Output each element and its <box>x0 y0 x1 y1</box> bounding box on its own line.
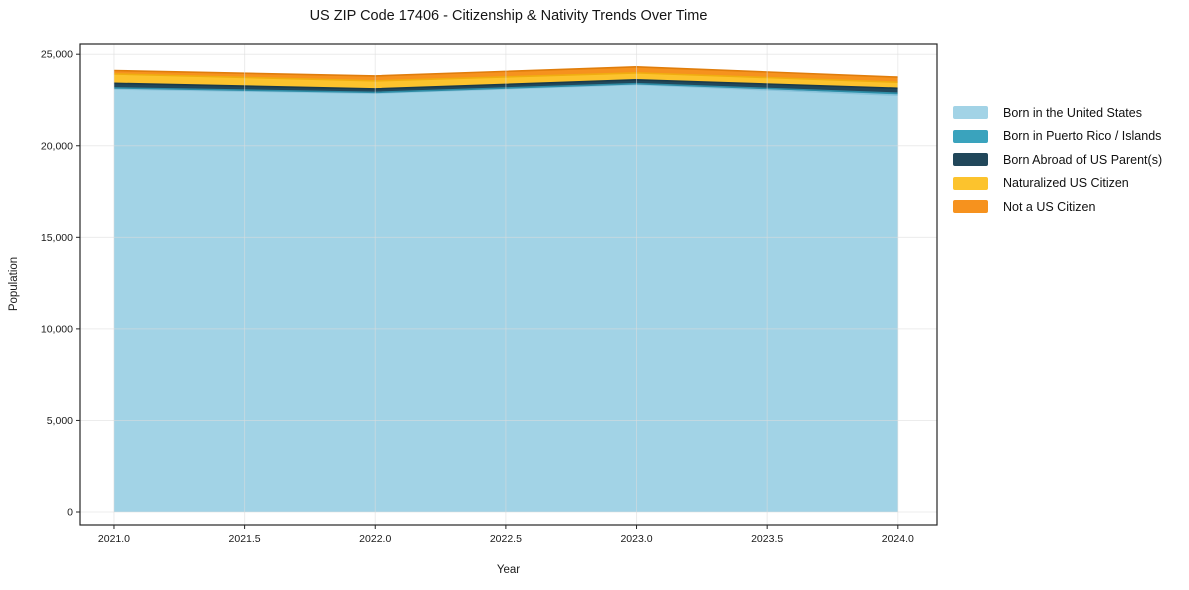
legend-swatch-icon <box>953 176 988 190</box>
x-tick-label: 2022.0 <box>359 533 391 545</box>
legend-label: Born Abroad of US Parent(s) <box>1003 152 1163 167</box>
y-axis-label: Population <box>8 256 20 312</box>
y-tick-label: 25,000 <box>41 49 73 61</box>
legend-swatch-icon <box>953 106 988 119</box>
legend-item-2: Born Abroad of US Parent(s) <box>953 152 1163 167</box>
x-tick-label: 2023.0 <box>620 533 652 545</box>
legend: Born in the United States Born in Puerto … <box>953 106 1162 224</box>
legend-label: Naturalized US Citizen <box>1003 176 1129 190</box>
y-tick-label: 10,000 <box>41 323 73 335</box>
legend-item-4: Not a US Citizen <box>953 199 1162 214</box>
legend-label: Born in Puerto Rico / Islands <box>1003 129 1162 143</box>
legend-swatch-icon <box>953 129 988 143</box>
chart-title: US ZIP Code 17406 - Citizenship & Nativi… <box>309 8 708 24</box>
y-tick-label: 20,000 <box>41 140 73 152</box>
legend-item-1: Born in Puerto Rico / Islands <box>953 129 1162 143</box>
x-tick-label: 2023.5 <box>751 533 783 545</box>
legend-item-3: Naturalized US Citizen <box>953 176 1162 190</box>
plot-border <box>79 43 938 526</box>
legend-label: Not a US Citizen <box>1003 199 1096 214</box>
y-tick-label: 5,000 <box>47 415 73 427</box>
x-tick-label: 2024.0 <box>882 533 914 545</box>
legend-label: Born in the United States <box>1003 105 1142 120</box>
x-tick-label: 2021.5 <box>229 533 261 545</box>
y-tick-label: 15,000 <box>41 232 73 244</box>
y-tick-label: 0 <box>67 507 73 519</box>
legend-swatch-icon <box>953 153 988 166</box>
legend-item-0: Born in the United States <box>953 105 1162 120</box>
x-tick-label: 2022.5 <box>490 533 522 545</box>
legend-swatch-icon <box>953 200 988 213</box>
x-tick-label: 2021.0 <box>98 533 130 545</box>
x-axis-label: Year <box>496 564 521 576</box>
